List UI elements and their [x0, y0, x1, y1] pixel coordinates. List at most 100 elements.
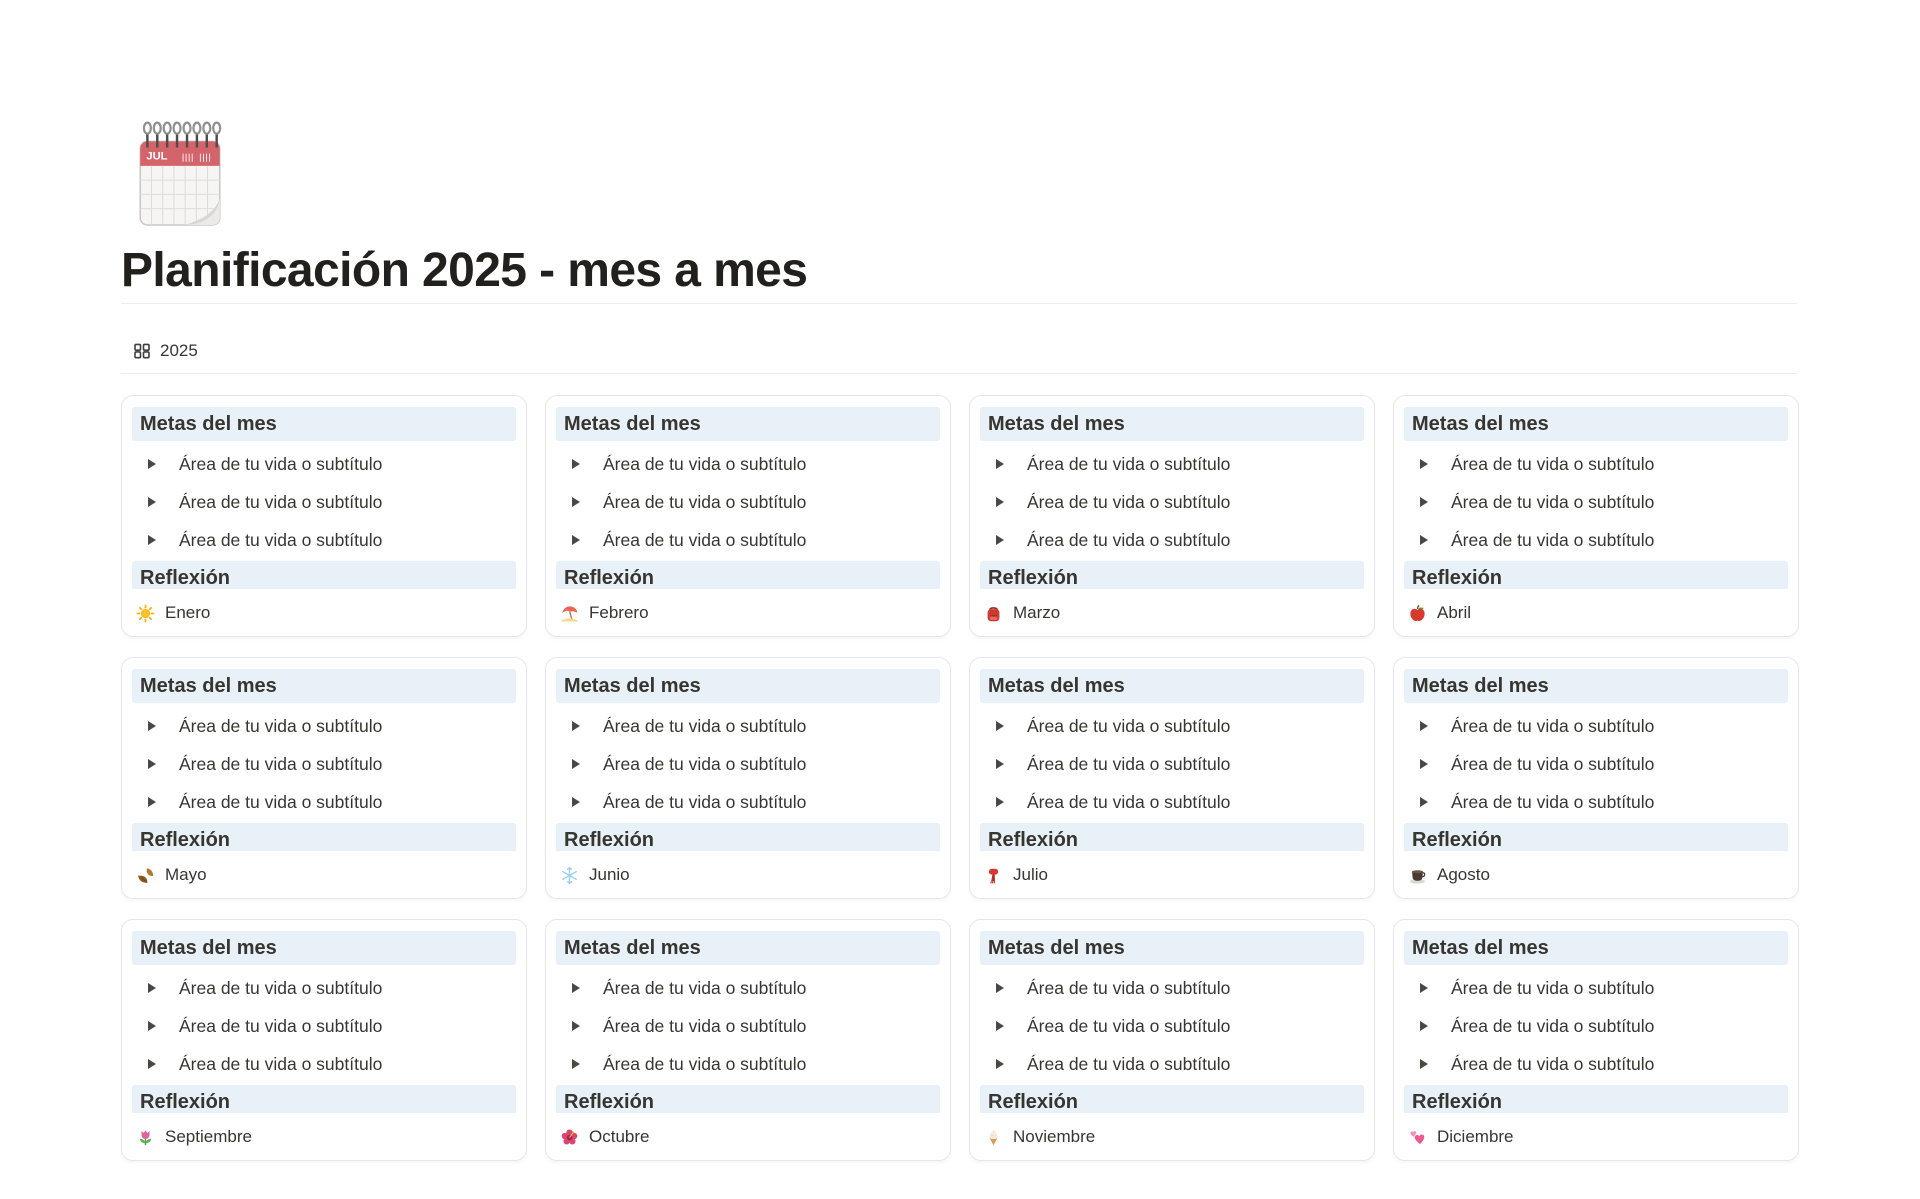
toggle-item-label: Área de tu vida o subtítulo	[603, 491, 807, 512]
reflection-heading: Reflexión	[1404, 823, 1788, 851]
toggle-item: Área de tu vida o subtítulo	[1404, 1045, 1788, 1083]
toggle-arrow-icon	[1420, 759, 1428, 769]
toggle-item: Área de tu vida o subtítulo	[1404, 745, 1788, 783]
card-preview: Metas del mes Área de tu vida o subtítul…	[970, 920, 1374, 1113]
toggle-arrow-icon	[1420, 1059, 1428, 1069]
toggle-item: Área de tu vida o subtítulo	[980, 969, 1364, 1007]
month-card[interactable]: Metas del mes Área de tu vida o subtítul…	[969, 395, 1375, 637]
month-card[interactable]: Metas del mes Área de tu vida o subtítul…	[1393, 657, 1799, 899]
card-preview: Metas del mes Área de tu vida o subtítul…	[1394, 658, 1798, 851]
month-card[interactable]: Metas del mes Área de tu vida o subtítul…	[1393, 919, 1799, 1161]
toggle-item-label: Área de tu vida o subtítulo	[603, 529, 807, 550]
toggle-arrow-icon	[572, 797, 580, 807]
card-title-row: Septiembre	[122, 1113, 526, 1160]
toggle-item: Área de tu vida o subtítulo	[1404, 445, 1788, 483]
toggle-item: Área de tu vida o subtítulo	[556, 745, 940, 783]
month-card[interactable]: Metas del mes Área de tu vida o subtítul…	[545, 919, 951, 1161]
month-name: Agosto	[1437, 865, 1490, 884]
toggle-item: Área de tu vida o subtítulo	[556, 445, 940, 483]
toggle-item-label: Área de tu vida o subtítulo	[603, 1053, 807, 1074]
goals-heading: Metas del mes	[132, 931, 516, 965]
month-name: Febrero	[589, 603, 649, 622]
toggle-item-label: Área de tu vida o subtítulo	[179, 715, 383, 736]
toggle-arrow-icon	[148, 1059, 156, 1069]
toggle-item-label: Área de tu vida o subtítulo	[1451, 491, 1655, 512]
toggle-arrow-icon	[996, 497, 1004, 507]
toggle-arrow-icon	[1420, 983, 1428, 993]
toggle-item-label: Área de tu vida o subtítulo	[603, 753, 807, 774]
card-title-row: Octubre	[546, 1113, 950, 1160]
toggle-arrow-icon	[996, 1059, 1004, 1069]
toggle-arrow-icon	[148, 983, 156, 993]
card-preview: Metas del mes Área de tu vida o subtítul…	[122, 396, 526, 589]
toggle-arrow-icon	[148, 1021, 156, 1031]
backpack-icon	[984, 604, 1003, 623]
goals-heading: Metas del mes	[980, 669, 1364, 703]
card-preview: Metas del mes Área de tu vida o subtítul…	[970, 658, 1374, 851]
toggle-item: Área de tu vida o subtítulo	[1404, 707, 1788, 745]
month-card[interactable]: Metas del mes Área de tu vida o subtítul…	[121, 657, 527, 899]
goals-heading: Metas del mes	[132, 407, 516, 441]
month-card[interactable]: Metas del mes Área de tu vida o subtítul…	[121, 919, 527, 1161]
toggle-arrow-icon	[572, 1059, 580, 1069]
month-card[interactable]: Metas del mes Área de tu vida o subtítul…	[545, 657, 951, 899]
reflection-heading: Reflexión	[980, 561, 1364, 589]
month-card[interactable]: Metas del mes Área de tu vida o subtítul…	[545, 395, 951, 637]
toggle-item: Área de tu vida o subtítulo	[980, 1045, 1364, 1083]
toggle-item: Área de tu vida o subtítulo	[556, 707, 940, 745]
toggle-item-label: Área de tu vida o subtítulo	[179, 791, 383, 812]
snowflake-icon	[560, 866, 579, 885]
toggle-arrow-icon	[996, 459, 1004, 469]
toggle-item-label: Área de tu vida o subtítulo	[1451, 1053, 1655, 1074]
month-card[interactable]: Metas del mes Área de tu vida o subtítul…	[1393, 395, 1799, 637]
reflection-heading: Reflexión	[132, 561, 516, 589]
month-name: Abril	[1437, 603, 1472, 622]
page-title[interactable]: Planificación 2025 - mes a mes	[121, 244, 808, 297]
toggle-item: Área de tu vida o subtítulo	[980, 745, 1364, 783]
toggle-item: Área de tu vida o subtítulo	[132, 969, 516, 1007]
toggle-item-label: Área de tu vida o subtítulo	[1451, 1015, 1655, 1036]
month-card[interactable]: Metas del mes Área de tu vida o subtítul…	[969, 919, 1375, 1161]
card-preview: Metas del mes Área de tu vida o subtítul…	[1394, 396, 1798, 589]
gallery-view-icon	[133, 342, 151, 360]
goals-heading: Metas del mes	[1404, 407, 1788, 441]
toggle-arrow-icon	[148, 721, 156, 731]
toggle-item-label: Área de tu vida o subtítulo	[1451, 791, 1655, 812]
toggle-arrow-icon	[996, 535, 1004, 545]
scarf-icon	[984, 866, 1003, 885]
toggle-item-label: Área de tu vida o subtítulo	[603, 977, 807, 998]
toggle-item-label: Área de tu vida o subtítulo	[603, 791, 807, 812]
toggle-item: Área de tu vida o subtítulo	[1404, 483, 1788, 521]
goals-heading: Metas del mes	[556, 931, 940, 965]
toggle-item: Área de tu vida o subtítulo	[556, 521, 940, 559]
toggle-item: Área de tu vida o subtítulo	[556, 483, 940, 521]
month-name: Octubre	[589, 1127, 650, 1146]
view-tab-2025[interactable]: 2025	[133, 334, 198, 368]
goals-heading: Metas del mes	[1404, 669, 1788, 703]
fallen-leaves-icon	[136, 866, 155, 885]
month-name: Marzo	[1013, 603, 1061, 622]
month-name: Julio	[1013, 865, 1048, 884]
toggle-item-label: Área de tu vida o subtítulo	[1027, 1053, 1231, 1074]
card-preview: Metas del mes Área de tu vida o subtítul…	[970, 396, 1374, 589]
month-card[interactable]: Metas del mes Área de tu vida o subtítul…	[121, 395, 527, 637]
spiral-calendar-icon[interactable]: JUL	[127, 112, 233, 234]
card-title-row: Enero	[122, 589, 526, 636]
tulip-icon	[136, 1128, 155, 1147]
toggle-arrow-icon	[148, 797, 156, 807]
toggle-item: Área de tu vida o subtítulo	[980, 483, 1364, 521]
toggle-arrow-icon	[996, 721, 1004, 731]
toggle-arrow-icon	[996, 759, 1004, 769]
month-card[interactable]: Metas del mes Área de tu vida o subtítul…	[969, 657, 1375, 899]
toggle-item-label: Área de tu vida o subtítulo	[1027, 753, 1231, 774]
month-name: Junio	[589, 865, 630, 884]
toggle-arrow-icon	[572, 759, 580, 769]
toggle-item: Área de tu vida o subtítulo	[132, 1045, 516, 1083]
reflection-heading: Reflexión	[132, 823, 516, 851]
toggle-arrow-icon	[148, 459, 156, 469]
toggle-item: Área de tu vida o subtítulo	[980, 1007, 1364, 1045]
reflection-heading: Reflexión	[556, 1085, 940, 1113]
card-title-row: Diciembre	[1394, 1113, 1798, 1160]
toggle-item: Área de tu vida o subtítulo	[132, 445, 516, 483]
